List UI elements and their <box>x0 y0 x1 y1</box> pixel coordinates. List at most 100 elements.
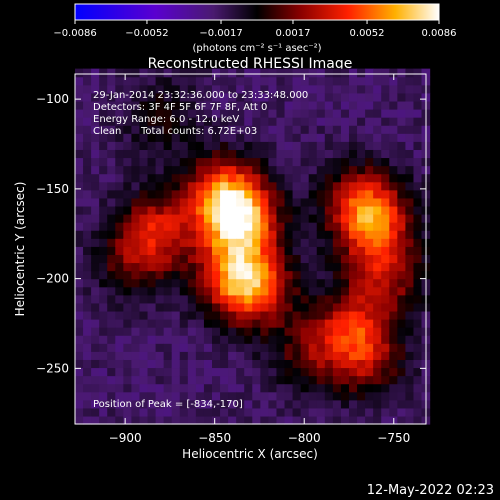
heatmap-cell <box>332 335 342 344</box>
heatmap-cell <box>252 310 261 320</box>
heatmap-cell <box>244 181 253 191</box>
heatmap-cell <box>107 335 116 344</box>
heatmap-cell <box>155 205 165 215</box>
heatmap-cell <box>300 117 310 126</box>
heatmap-cell <box>268 109 278 118</box>
heatmap-cell <box>308 117 318 126</box>
heatmap-cell <box>123 359 133 369</box>
heatmap-cell <box>373 407 382 417</box>
heatmap-cell <box>131 335 141 344</box>
heatmap-cell <box>252 197 261 207</box>
heatmap-cell <box>228 270 237 280</box>
heatmap-cell <box>332 302 342 312</box>
heatmap-cell <box>340 335 350 344</box>
heatmap-cell <box>308 399 318 409</box>
heatmap-cell <box>324 117 334 126</box>
heatmap-cell <box>340 383 350 393</box>
heatmap-cell <box>91 383 100 393</box>
heatmap-cell <box>276 246 286 255</box>
heatmap-cell <box>123 117 133 126</box>
heatmap-cell <box>357 125 366 134</box>
heatmap-cell <box>268 230 278 239</box>
heatmap-cell <box>220 214 229 223</box>
heatmap-cell <box>203 205 213 215</box>
heatmap-cell <box>115 205 124 215</box>
heatmap-cell <box>381 286 390 296</box>
heatmap-cell <box>244 76 253 86</box>
heatmap-cell <box>324 278 334 288</box>
heatmap-cell <box>348 205 358 215</box>
heatmap-cell <box>131 310 141 320</box>
heatmap-cell <box>115 343 124 352</box>
heatmap-cell <box>91 197 100 207</box>
heatmap-cell <box>75 335 84 344</box>
heatmap-cell <box>284 407 294 417</box>
heatmap-cell <box>405 286 415 296</box>
heatmap-cell <box>357 222 366 231</box>
heatmap-cell <box>123 238 133 247</box>
x-tick-label: −750 <box>377 431 410 445</box>
heatmap-cell <box>324 343 334 352</box>
heatmap-cell <box>308 141 318 150</box>
heatmap-cell <box>147 100 157 110</box>
heatmap-cell <box>107 351 116 360</box>
heatmap-cell <box>357 375 366 385</box>
heatmap-cell <box>413 173 423 183</box>
heatmap-cell <box>292 399 302 409</box>
heatmap-cell <box>284 222 294 231</box>
heatmap-cell <box>260 343 270 352</box>
heatmap-cell <box>292 238 302 247</box>
heatmap-cell <box>123 214 133 223</box>
heatmap-cell <box>107 84 116 94</box>
heatmap-cell <box>332 367 342 377</box>
heatmap-cell <box>413 327 423 336</box>
heatmap-cell <box>155 327 165 336</box>
heatmap-cell <box>300 68 310 78</box>
heatmap-cell <box>107 286 116 296</box>
y-tick-label: −150 <box>36 182 69 196</box>
heatmap-cell <box>365 189 374 199</box>
heatmap-cell <box>163 294 173 304</box>
heatmap-cell <box>83 189 92 199</box>
heatmap-cell <box>115 125 124 134</box>
heatmap-cell <box>292 109 302 118</box>
heatmap-cell <box>195 343 205 352</box>
y-tick-label: −200 <box>36 272 69 286</box>
heatmap-cell <box>332 133 342 142</box>
heatmap-cell <box>284 415 294 425</box>
heatmap-cell <box>244 133 253 142</box>
heatmap-cell <box>389 343 398 352</box>
heatmap-cell <box>147 302 157 312</box>
heatmap-cell <box>284 84 294 94</box>
heatmap-cell <box>75 92 84 102</box>
heatmap-cell <box>324 367 334 377</box>
heatmap-cell <box>131 68 141 78</box>
heatmap-cell <box>357 351 366 360</box>
heatmap-cell <box>236 76 245 86</box>
heatmap-cell <box>332 343 342 352</box>
heatmap-cell <box>75 165 84 175</box>
heatmap-cell <box>260 189 270 199</box>
heatmap-cell <box>212 100 221 110</box>
heatmap-cell <box>139 181 149 191</box>
heatmap-cell <box>115 230 124 239</box>
heatmap-cell <box>99 310 108 320</box>
heatmap-cell <box>220 84 229 94</box>
heatmap-cell <box>397 383 407 393</box>
heatmap-cell <box>365 222 374 231</box>
heatmap-cell <box>268 165 278 175</box>
heatmap-cell <box>163 125 173 134</box>
heatmap-cell <box>268 125 278 134</box>
heatmap-cell <box>155 181 165 191</box>
heatmap-cell <box>365 84 374 94</box>
heatmap-cell <box>381 407 390 417</box>
heatmap-cell <box>220 100 229 110</box>
heatmap-cell <box>252 286 261 296</box>
heatmap-cell <box>83 415 92 425</box>
heatmap-cell <box>300 383 310 393</box>
heatmap-cell <box>236 222 245 231</box>
heatmap-cell <box>244 165 253 175</box>
heatmap-cell <box>348 278 358 288</box>
heatmap-cell <box>381 359 390 369</box>
heatmap-cell <box>316 359 326 369</box>
